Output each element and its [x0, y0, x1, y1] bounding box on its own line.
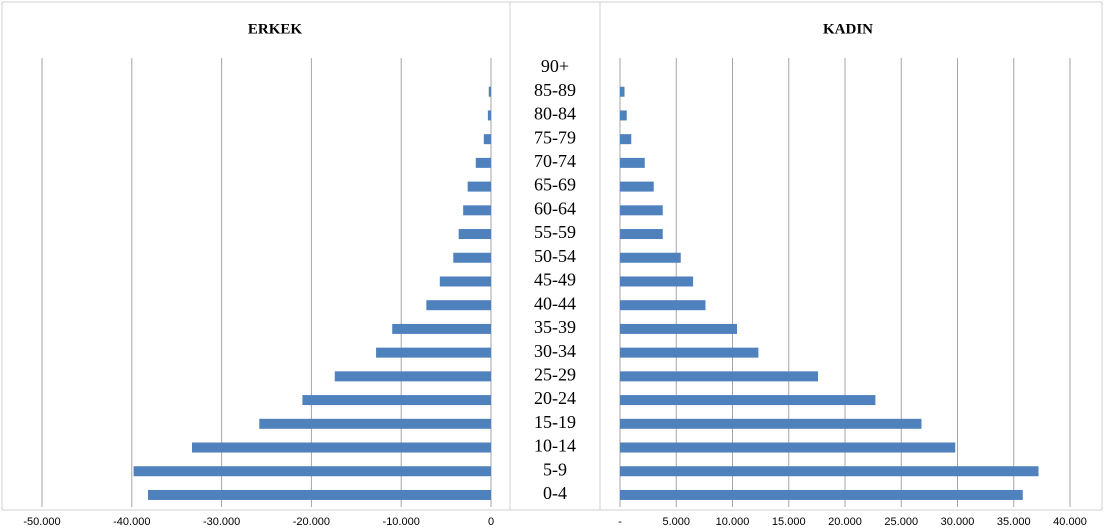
x-tick-label: 40.000	[1053, 516, 1087, 528]
bar	[620, 489, 1023, 500]
category-label: 45-49	[534, 270, 576, 290]
bar	[463, 205, 491, 216]
bar	[439, 276, 491, 287]
bar	[475, 157, 491, 168]
x-tick-label: -10.000	[383, 516, 420, 528]
x-tick-label: 10.000	[716, 516, 750, 528]
category-label: 65-69	[534, 175, 576, 195]
bar	[620, 347, 759, 358]
x-tick-label: -30.000	[203, 516, 240, 528]
x-tick-label: 15.000	[772, 516, 806, 528]
category-label: 5-9	[543, 459, 567, 479]
bar	[488, 86, 491, 97]
x-tick-label: 20.000	[828, 516, 862, 528]
x-tick-label: 25.000	[884, 516, 918, 528]
x-tick-label: 35.000	[997, 516, 1031, 528]
x-tick-label: -40.000	[113, 516, 150, 528]
category-label: 40-44	[534, 293, 576, 313]
bar	[483, 134, 491, 145]
bar	[302, 395, 491, 406]
x-tick-label: 0	[488, 516, 494, 528]
bar	[620, 418, 922, 429]
bar	[620, 157, 645, 168]
bar	[620, 466, 1039, 477]
bar	[620, 371, 818, 382]
panel-title: KADIN	[823, 21, 873, 37]
bar	[259, 418, 491, 429]
x-tick-label: -20.000	[293, 516, 330, 528]
bar	[620, 442, 956, 453]
left-panel	[1, 1, 511, 511]
bar	[620, 323, 737, 334]
category-label: 70-74	[534, 151, 576, 171]
bar	[334, 371, 491, 382]
bar	[620, 252, 681, 263]
category-label: 75-79	[534, 127, 576, 147]
bar	[426, 300, 491, 311]
bar	[392, 323, 491, 334]
bar	[620, 229, 663, 240]
bar	[458, 229, 491, 240]
category-label: 85-89	[534, 80, 576, 100]
x-tick-label: -	[618, 516, 622, 528]
category-label: 80-84	[534, 104, 576, 124]
x-tick-label: -50.000	[23, 516, 60, 528]
bar	[191, 442, 491, 453]
bar	[133, 466, 491, 477]
bar	[620, 300, 706, 311]
bar	[620, 181, 654, 192]
category-label: 15-19	[534, 412, 576, 432]
bar	[620, 86, 625, 97]
category-label: 50-54	[534, 246, 576, 266]
category-label: 20-24	[534, 388, 576, 408]
category-label: 90+	[541, 56, 569, 76]
bar	[620, 110, 627, 121]
bar	[467, 181, 491, 192]
bar	[620, 395, 876, 406]
category-label: 25-29	[534, 364, 576, 384]
category-label: 0-4	[543, 483, 567, 503]
bar	[487, 110, 491, 121]
x-tick-label: 30.000	[941, 516, 975, 528]
bar	[620, 276, 694, 287]
bar	[620, 205, 663, 216]
category-label: 10-14	[534, 436, 576, 456]
category-label: 30-34	[534, 341, 576, 361]
category-label: 60-64	[534, 198, 576, 218]
bar	[620, 134, 632, 145]
category-label: 55-59	[534, 222, 576, 242]
x-tick-label: 5.000	[662, 516, 690, 528]
bar	[453, 252, 491, 263]
bar	[147, 489, 492, 500]
panel-title: ERKEK	[248, 21, 303, 37]
category-label: 35-39	[534, 317, 576, 337]
bar	[376, 347, 491, 358]
right-panel	[599, 1, 1103, 511]
